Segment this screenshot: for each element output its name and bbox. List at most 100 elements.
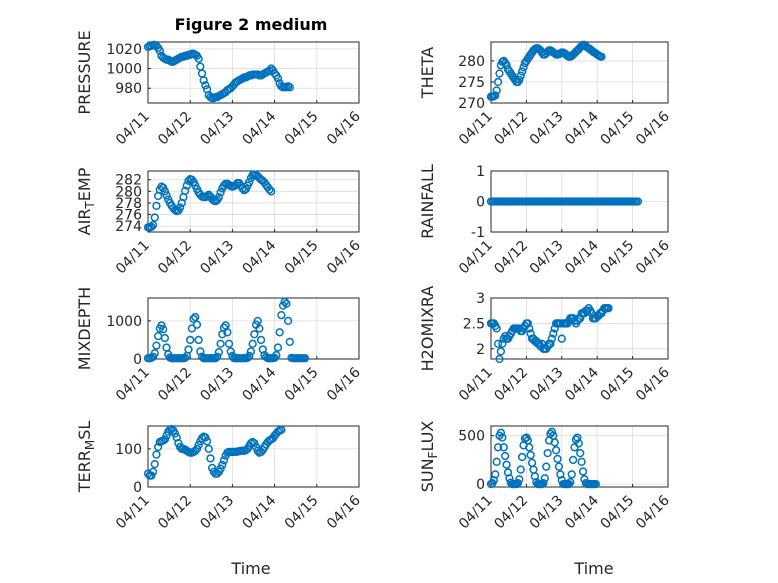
data-point bbox=[540, 474, 549, 483]
x-tick-label: 04/13 bbox=[197, 365, 237, 405]
data-point bbox=[549, 329, 558, 338]
figure-title: Figure 2 medium bbox=[175, 15, 328, 34]
x-tick-label: 04/12 bbox=[155, 238, 195, 278]
data-point bbox=[245, 351, 254, 361]
y-tick-label: 280 bbox=[115, 184, 142, 200]
x-tick-label: 04/12 bbox=[155, 109, 195, 149]
data-point bbox=[492, 86, 501, 95]
data-point bbox=[192, 444, 202, 454]
y-tick-label: 278 bbox=[115, 196, 142, 212]
data-point bbox=[186, 335, 195, 345]
data-point bbox=[196, 347, 205, 356]
y-axis-label: THETA bbox=[418, 47, 437, 99]
data-point bbox=[223, 328, 232, 337]
data-point bbox=[256, 335, 266, 345]
axes-box bbox=[147, 297, 360, 360]
y-tick-label: 500 bbox=[458, 429, 485, 445]
x-tick-label: 04/11 bbox=[456, 109, 496, 149]
x-tick-label: 04/16 bbox=[633, 492, 673, 532]
data-point bbox=[499, 443, 508, 452]
y-tick-label: 980 bbox=[115, 81, 142, 97]
x-tick-label: 04/16 bbox=[324, 492, 364, 532]
data-point bbox=[152, 450, 161, 459]
data-point bbox=[577, 457, 586, 466]
data-point bbox=[604, 304, 613, 313]
data-point bbox=[204, 444, 213, 454]
data-point bbox=[502, 460, 511, 469]
data-point bbox=[282, 299, 291, 308]
data-point bbox=[211, 354, 220, 363]
data-point bbox=[201, 433, 210, 442]
data-point bbox=[157, 321, 166, 330]
data-point bbox=[152, 201, 161, 211]
x-tick-label: 04/13 bbox=[197, 493, 237, 533]
data-point bbox=[525, 443, 534, 452]
data-point bbox=[525, 324, 534, 333]
data-point bbox=[498, 433, 507, 442]
x-tick-label: 04/11 bbox=[113, 238, 153, 278]
data-point bbox=[526, 450, 535, 460]
data-point bbox=[574, 439, 583, 448]
y-tick-label: 276 bbox=[115, 208, 142, 224]
data-point bbox=[542, 462, 551, 471]
data-point bbox=[495, 354, 504, 364]
x-tick-label: 04/14 bbox=[240, 108, 280, 148]
data-point bbox=[633, 197, 643, 206]
data-point bbox=[180, 186, 190, 195]
data-point bbox=[160, 333, 170, 343]
data-point bbox=[515, 475, 524, 484]
data-point bbox=[543, 448, 552, 458]
data-point bbox=[147, 222, 156, 231]
data-point bbox=[493, 77, 503, 87]
y-tick-label: 274 bbox=[115, 219, 142, 235]
data-point bbox=[300, 354, 310, 363]
data-point bbox=[152, 341, 161, 350]
y-tick-label: 0 bbox=[133, 480, 142, 496]
x-tick-label: 04/16 bbox=[324, 364, 364, 404]
y-tick-label: 0 bbox=[476, 477, 485, 493]
data-point bbox=[253, 316, 262, 326]
data-point bbox=[557, 334, 566, 343]
x-tick-label: 04/16 bbox=[633, 108, 673, 148]
data-point bbox=[224, 339, 234, 348]
data-point bbox=[191, 312, 200, 322]
data-point bbox=[246, 347, 256, 356]
x-tick-label: 04/15 bbox=[598, 493, 638, 533]
data-point bbox=[285, 83, 294, 92]
x-tick-label: 04/16 bbox=[324, 108, 364, 148]
y-axis-label: SUNFLUX bbox=[418, 421, 440, 493]
data-point bbox=[160, 187, 170, 196]
x-tick-label: 04/14 bbox=[240, 364, 280, 404]
data-point bbox=[280, 297, 289, 306]
data-point bbox=[150, 349, 159, 358]
x-axis-label-left: Time bbox=[230, 559, 270, 578]
y-tick-label: 1020 bbox=[106, 42, 142, 58]
y-tick-label: 3 bbox=[476, 291, 485, 307]
x-tick-label: 04/15 bbox=[282, 238, 322, 278]
x-tick-label: 04/16 bbox=[633, 237, 673, 277]
y-axis-label: TERRMSL bbox=[75, 421, 97, 494]
data-point bbox=[576, 448, 585, 458]
data-point bbox=[148, 220, 158, 230]
x-tick-label: 04/13 bbox=[527, 109, 567, 149]
data-point bbox=[546, 339, 555, 348]
data-point bbox=[175, 203, 185, 212]
data-point bbox=[147, 471, 156, 480]
data-point bbox=[194, 440, 203, 450]
y-tick-label: 100 bbox=[115, 442, 142, 458]
x-tick-label: 04/12 bbox=[491, 493, 531, 533]
axes-box bbox=[147, 425, 360, 488]
data-point bbox=[553, 454, 562, 464]
data-point bbox=[216, 464, 225, 473]
data-point bbox=[201, 81, 210, 90]
data-point bbox=[493, 443, 503, 452]
data-point bbox=[248, 339, 257, 348]
data-point bbox=[182, 181, 191, 190]
x-axis-label-right: Time bbox=[573, 559, 613, 578]
data-point bbox=[219, 456, 229, 465]
data-point bbox=[226, 347, 235, 356]
y-tick-label: 1000 bbox=[106, 314, 142, 330]
